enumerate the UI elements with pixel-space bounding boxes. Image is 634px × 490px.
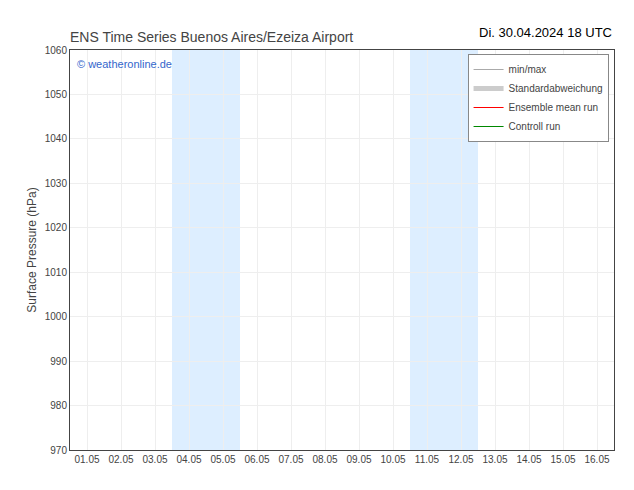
svg-text:01.05: 01.05 — [74, 454, 99, 465]
svg-text:990: 990 — [50, 356, 67, 367]
svg-text:1060: 1060 — [45, 45, 68, 56]
svg-text:13.05: 13.05 — [482, 454, 507, 465]
svg-text:10.05: 10.05 — [380, 454, 405, 465]
svg-text:1050: 1050 — [45, 89, 68, 100]
svg-text:15.05: 15.05 — [550, 454, 575, 465]
svg-text:980: 980 — [50, 400, 67, 411]
svg-text:1010: 1010 — [45, 267, 68, 278]
svg-text:1040: 1040 — [45, 133, 68, 144]
svg-text:11.05: 11.05 — [415, 454, 440, 465]
svg-text:14.05: 14.05 — [516, 454, 541, 465]
svg-text:03.05: 03.05 — [142, 454, 167, 465]
svg-text:970: 970 — [50, 445, 67, 456]
svg-text:Controll run: Controll run — [509, 121, 561, 132]
svg-text:04.05: 04.05 — [176, 454, 201, 465]
svg-text:05.05: 05.05 — [210, 454, 235, 465]
svg-text:Standardabweichung: Standardabweichung — [509, 83, 603, 94]
svg-text:ENS Time Series Buenos Aires/E: ENS Time Series Buenos Aires/Ezeiza Airp… — [70, 29, 353, 45]
svg-text:08.05: 08.05 — [312, 454, 337, 465]
svg-text:07.05: 07.05 — [278, 454, 303, 465]
svg-text:1020: 1020 — [45, 222, 68, 233]
svg-text:Surface Pressure (hPa): Surface Pressure (hPa) — [25, 187, 39, 312]
svg-text:Di. 30.04.2024 18 UTC: Di. 30.04.2024 18 UTC — [479, 25, 612, 40]
svg-text:02.05: 02.05 — [108, 454, 133, 465]
svg-text:min/max: min/max — [509, 64, 547, 75]
svg-text:16.05: 16.05 — [584, 454, 609, 465]
svg-text:© weatheronline.de: © weatheronline.de — [77, 58, 172, 70]
svg-text:06.05: 06.05 — [244, 454, 269, 465]
svg-text:Ensemble mean run: Ensemble mean run — [509, 102, 599, 113]
svg-text:1000: 1000 — [45, 311, 68, 322]
svg-text:1030: 1030 — [45, 178, 68, 189]
svg-text:12.05: 12.05 — [448, 454, 473, 465]
svg-text:09.05: 09.05 — [346, 454, 371, 465]
